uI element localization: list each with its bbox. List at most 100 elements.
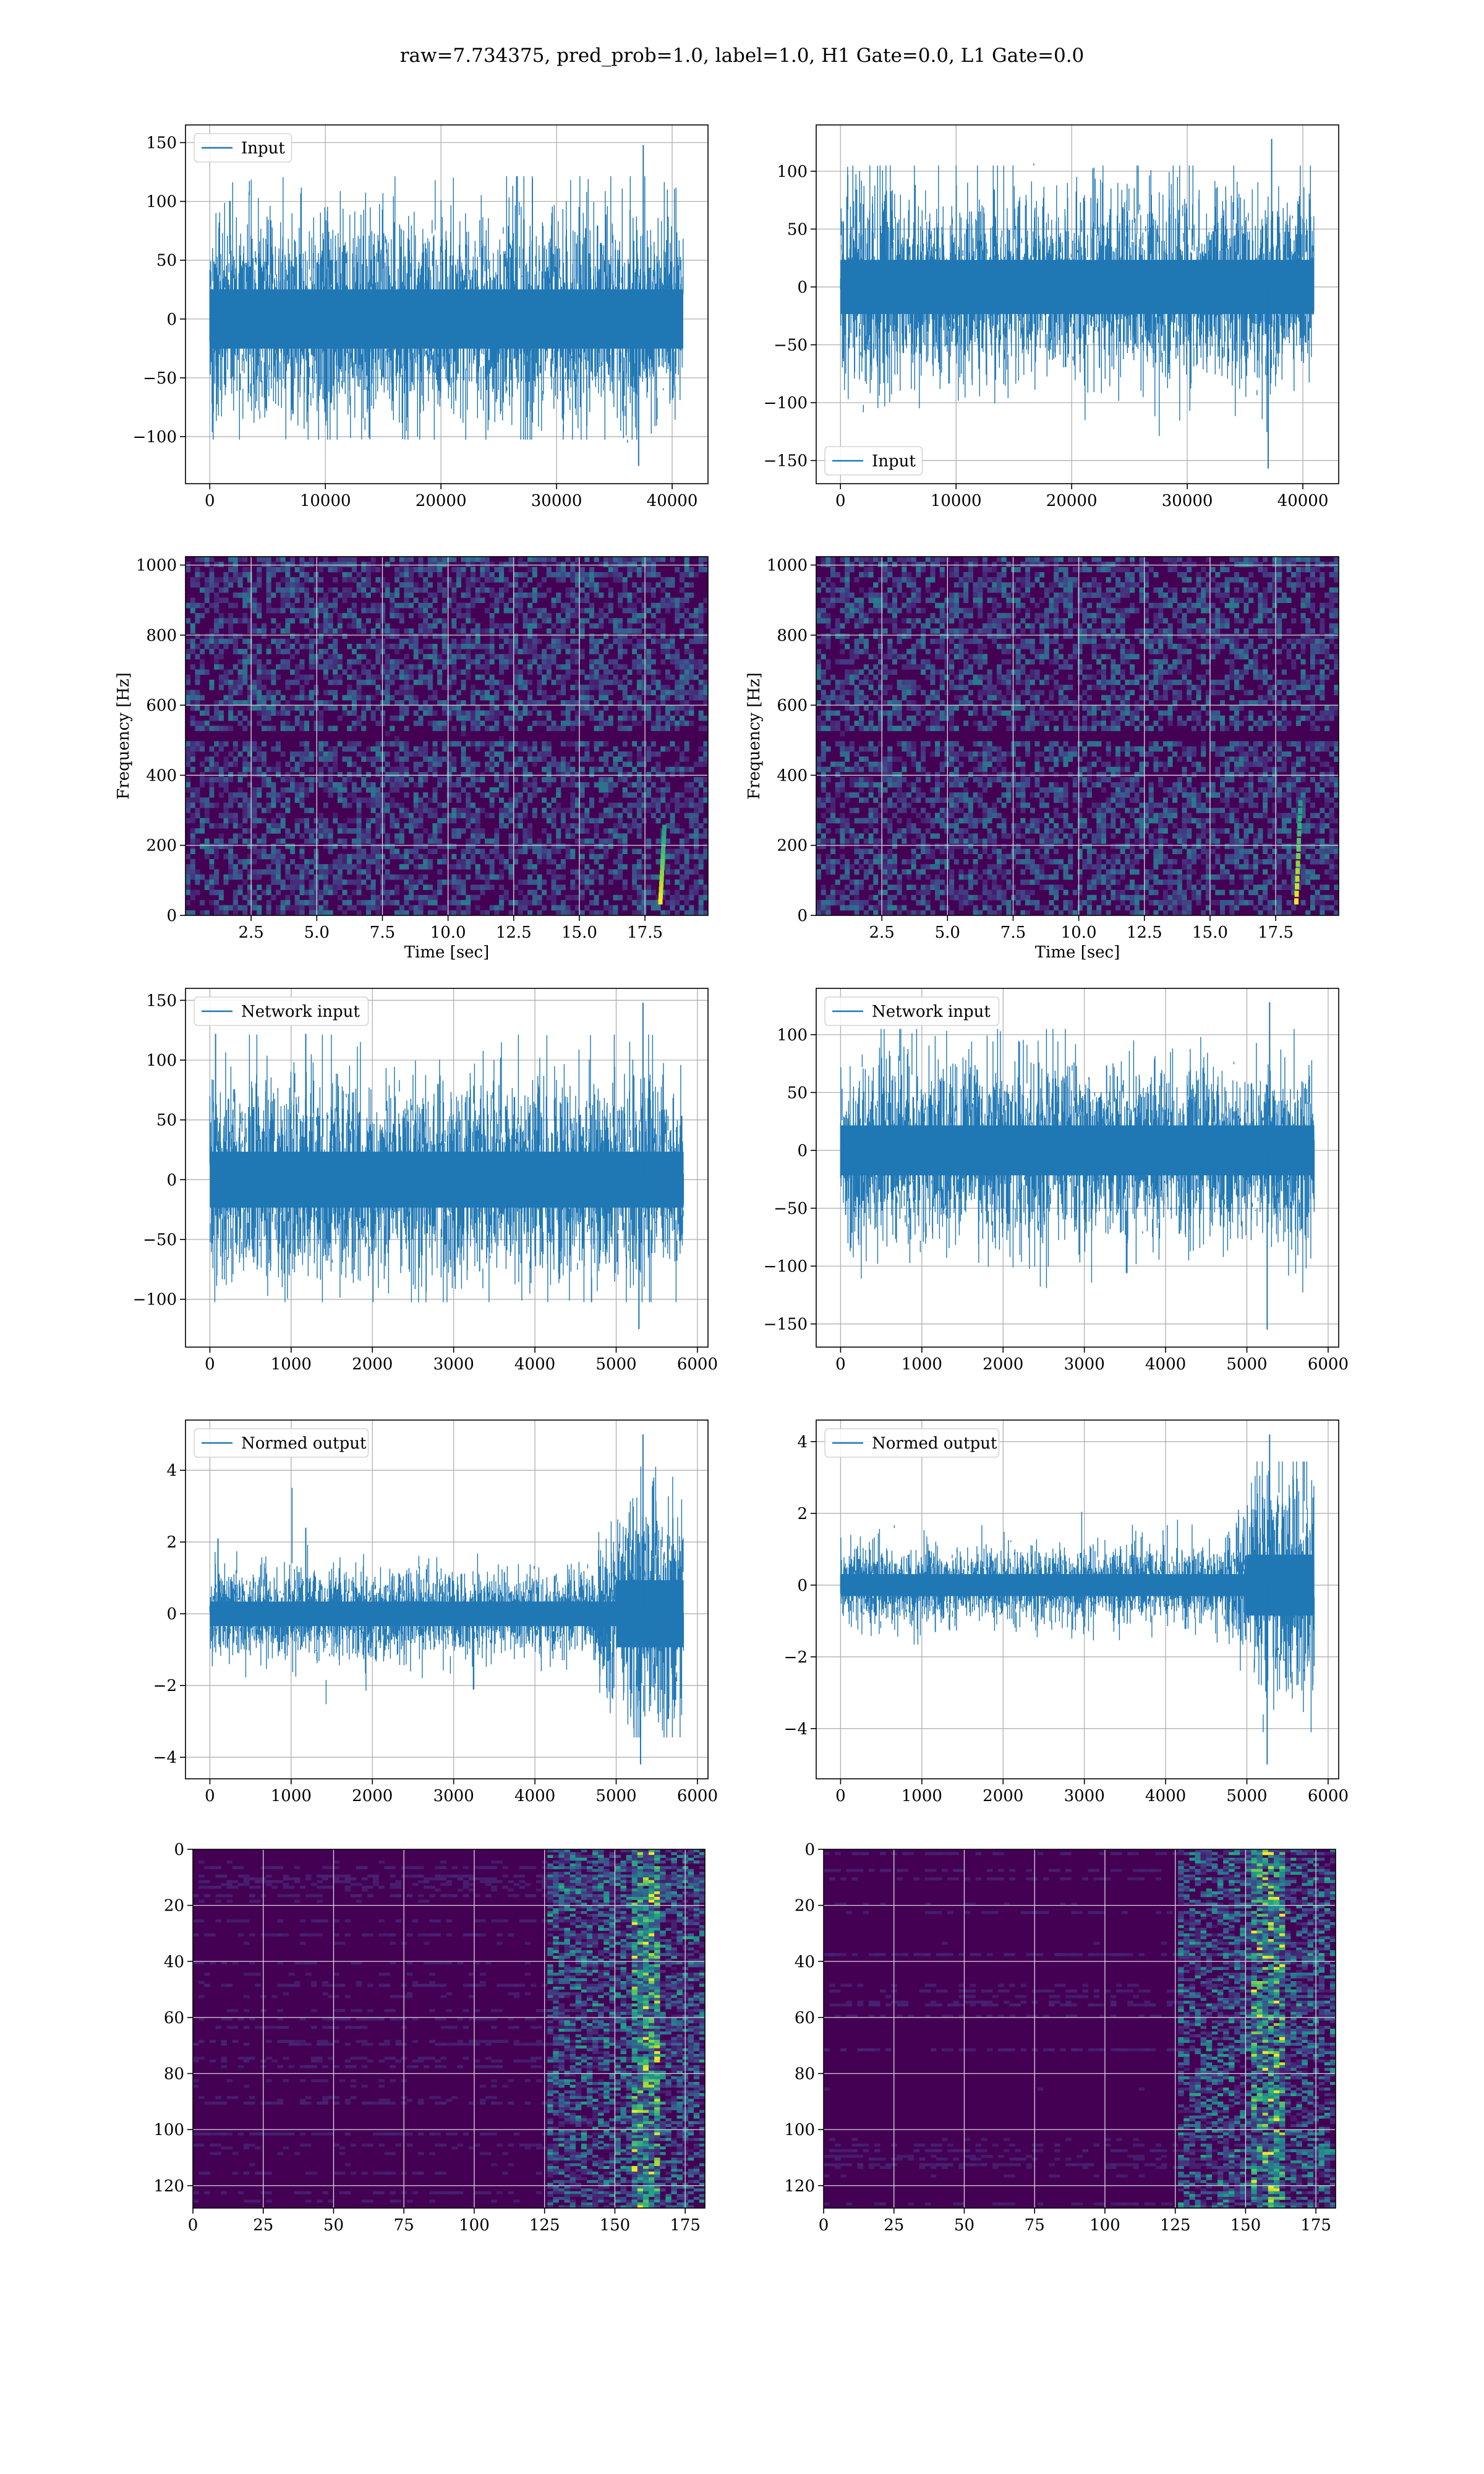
- spectrogram-cell: [694, 833, 699, 839]
- spectrogram-cell: [252, 823, 257, 829]
- spectrogram-cell: [892, 710, 897, 716]
- spectrogram-cell: [627, 669, 633, 675]
- spectrogram-cell: [323, 674, 328, 680]
- spectrogram-cell: [252, 813, 257, 818]
- spectrogram-cell: [356, 910, 362, 916]
- spectrogram-cell: [356, 869, 362, 875]
- spectrogram-cell: [247, 567, 252, 573]
- spectrogram-cell: [385, 623, 390, 629]
- spectrogram-cell: [304, 643, 310, 649]
- spectrogram-cell: [266, 587, 271, 593]
- spectrogram-cell: [223, 577, 229, 583]
- spectrogram-cell: [309, 674, 314, 680]
- spectrogram-cell: [333, 746, 338, 752]
- spectrogram-cell: [821, 884, 826, 890]
- spectrogram-cell: [560, 864, 566, 870]
- spectrogram-cell: [499, 797, 505, 803]
- spectrogram-cell: [646, 562, 652, 567]
- spectrogram-cell: [418, 874, 424, 880]
- spectrogram-cell: [294, 587, 300, 593]
- spectrogram-cell: [835, 818, 840, 824]
- spectrogram-cell: [437, 700, 443, 706]
- spectrogram-cell: [276, 746, 281, 752]
- spectrogram-cell: [670, 715, 675, 721]
- spectrogram-cell: [257, 607, 262, 614]
- spectrogram-cell: [441, 858, 447, 865]
- spectrogram-cell: [574, 797, 580, 803]
- spectrogram-cell: [532, 659, 537, 665]
- spectrogram-cell: [902, 577, 907, 583]
- h1-spectrogram-chirp: [660, 858, 665, 865]
- spectrogram-cell: [485, 577, 490, 583]
- spectrogram-cell: [290, 633, 296, 639]
- spectrogram-cell: [618, 618, 623, 624]
- spectrogram-cell: [613, 618, 618, 624]
- spectrogram-cell: [684, 787, 689, 793]
- spectrogram-cell: [232, 593, 238, 598]
- spectrogram-cell: [632, 582, 638, 588]
- spectrogram-cell: [223, 700, 229, 706]
- spectrogram-cell: [840, 802, 845, 808]
- spectrogram-cell: [323, 756, 328, 762]
- spectrogram-cell: [475, 597, 480, 603]
- spectrogram-cell: [404, 674, 409, 680]
- spectrogram-cell: [418, 808, 424, 813]
- spectrogram-cell: [845, 823, 850, 829]
- spectrogram-cell: [299, 772, 305, 777]
- spectrogram-cell: [892, 772, 897, 777]
- spectrogram-cell: [513, 792, 519, 798]
- spectrogram-cell: [845, 618, 850, 624]
- spectrogram-cell: [560, 679, 566, 685]
- spectrogram-cell: [641, 679, 647, 685]
- spectrogram-cell: [902, 741, 907, 747]
- spectrogram-cell: [675, 721, 680, 726]
- spectrogram-cell: [632, 715, 638, 721]
- spectrogram-cell: [546, 869, 552, 875]
- spectrogram-cell: [280, 659, 286, 665]
- spectrogram-cell: [337, 869, 343, 875]
- spectrogram-cell: [916, 910, 921, 916]
- spectrogram-cell: [503, 685, 509, 690]
- spectrogram-cell: [361, 849, 367, 854]
- spectrogram-cell: [650, 562, 656, 567]
- spectrogram-cell: [863, 679, 869, 685]
- spectrogram-cell: [365, 756, 371, 762]
- spectrogram-cell: [347, 664, 352, 670]
- y-tick-label: 800: [146, 627, 177, 645]
- panel-l1-spectrogram: 2.5 5.0 7.5 10.0 12.5 15.0 17.5020040060080010…: [745, 556, 1339, 962]
- spectrogram-cell: [584, 607, 590, 614]
- spectrogram-cell: [404, 766, 409, 773]
- spectrogram-cell: [323, 833, 328, 839]
- spectrogram-cell: [522, 746, 528, 752]
- spectrogram-cell: [703, 664, 709, 670]
- spectrogram-cell: [560, 633, 566, 639]
- spectrogram-cell: [892, 838, 897, 844]
- spectrogram-cell: [675, 894, 680, 901]
- spectrogram-cell: [570, 705, 576, 711]
- spectrogram-cell: [579, 741, 585, 747]
- spectrogram-cell: [670, 705, 675, 711]
- spectrogram-cell: [499, 869, 505, 875]
- spectrogram-cell: [650, 797, 656, 803]
- spectrogram-cell: [660, 690, 666, 696]
- spectrogram-cell: [594, 828, 599, 834]
- spectrogram-cell: [333, 562, 338, 567]
- spectrogram-cell: [390, 664, 395, 670]
- spectrogram-cell: [456, 700, 461, 706]
- spectrogram-cell: [285, 797, 291, 803]
- spectrogram-cell: [309, 643, 314, 649]
- h1-spectrogram-chirp: [659, 887, 663, 894]
- spectrogram-cell: [480, 874, 485, 880]
- spectrogram-cell: [214, 633, 220, 639]
- spectrogram-cell: [551, 813, 556, 818]
- spectrogram-cell: [347, 623, 352, 629]
- spectrogram-cell: [821, 797, 826, 803]
- spectrogram-cell: [679, 721, 684, 726]
- spectrogram-cell: [513, 823, 519, 829]
- spectrogram-cell: [437, 838, 443, 844]
- spectrogram-cell: [200, 910, 205, 916]
- spectrogram-cell: [404, 756, 409, 762]
- spectrogram-cell: [470, 761, 475, 768]
- spectrogram-cell: [835, 659, 840, 665]
- spectrogram-cell: [413, 880, 419, 885]
